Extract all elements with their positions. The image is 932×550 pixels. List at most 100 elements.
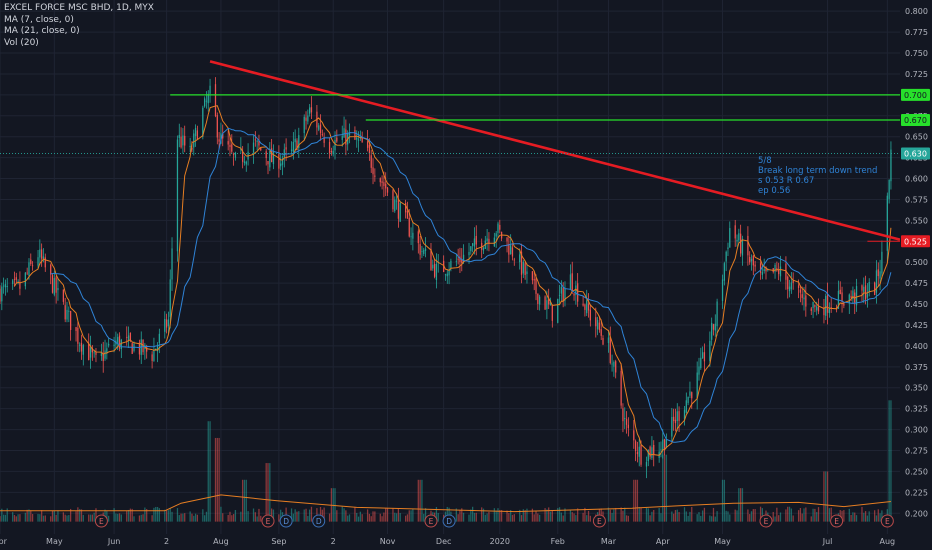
volume-bar [406, 514, 409, 522]
event-marker-circle [261, 514, 275, 528]
candle-body [455, 261, 457, 263]
chart-annotation-note[interactable]: 5/8 Break long term down trend s 0.53 R … [758, 156, 877, 196]
candle-body [37, 257, 39, 266]
volume-bar [13, 515, 16, 522]
volume-bar [524, 510, 526, 522]
volume-indicator-label[interactable]: Vol (20) [4, 37, 39, 48]
volume-bar [816, 512, 818, 522]
volume-bar [564, 508, 566, 522]
candle-body [138, 342, 141, 355]
candle-body [551, 304, 553, 321]
earnings-event-icon[interactable]: E [880, 514, 894, 528]
event-marker-label: E [885, 517, 890, 526]
candle-body [651, 447, 653, 459]
earnings-event-icon[interactable]: E [759, 514, 773, 528]
candle-body [738, 233, 740, 241]
candle-body [461, 258, 463, 263]
time-tick-label: Apr [0, 537, 8, 546]
volume-bar [423, 513, 425, 522]
candle-body [609, 336, 611, 363]
earnings-event-icon[interactable]: E [592, 514, 606, 528]
earnings-event-icon[interactable]: E [94, 514, 108, 528]
candle-body [776, 268, 778, 269]
candle-body [26, 272, 28, 274]
volume-bar [676, 509, 678, 522]
earnings-event-icon[interactable]: E [424, 514, 438, 528]
time-axis[interactable]: Apr May Jun 2 Aug Sep 2 Nov Dec 2020 Feb Mar Apr May J… [0, 537, 895, 546]
resistance-price-tag [901, 88, 930, 101]
candle-body [830, 307, 832, 309]
ma21-indicator-label[interactable]: MA (21, close, 0) [4, 26, 80, 36]
candle-body [126, 336, 128, 338]
volume-bar [660, 513, 662, 522]
earnings-event-icon[interactable]: E [261, 514, 275, 528]
candle-body [595, 317, 597, 327]
candle-body [69, 310, 72, 330]
candle-body [671, 417, 673, 437]
candle-body [537, 293, 539, 304]
candle-body [296, 140, 298, 151]
candle-body [691, 392, 693, 399]
volume-bar [169, 508, 171, 522]
volume-bar [53, 510, 55, 522]
candle-body [790, 282, 792, 290]
candle-body [412, 232, 414, 239]
candle-body [17, 280, 19, 282]
candle-body [890, 149, 892, 182]
candlesticks [0, 77, 892, 479]
candle-body [214, 84, 217, 116]
price-axis[interactable]: 0.8000.7750.7500.7250.7000.6750.6500.625… [900, 0, 932, 550]
candle-body [330, 150, 333, 153]
time-tick-label: 2 [331, 537, 336, 546]
volume-bar [55, 514, 57, 522]
candle-body [386, 187, 389, 193]
candle-body [189, 145, 191, 148]
candle-body [448, 270, 450, 276]
candle-body [394, 199, 396, 212]
candle-body [548, 298, 550, 305]
volume-bar [625, 515, 628, 522]
volume-bar [343, 508, 345, 522]
volume-bar [138, 515, 141, 522]
event-marker-circle [592, 514, 606, 528]
volume-bar [106, 511, 108, 522]
ma7-indicator-label[interactable]: MA (7, close, 0) [4, 14, 74, 25]
volume-bar [117, 513, 119, 522]
dividend-event-icon[interactable]: D [279, 514, 293, 528]
dividend-event-icon[interactable]: D [312, 514, 326, 528]
earnings-event-icon[interactable]: E [830, 514, 844, 528]
candle-body [747, 235, 749, 256]
candle-body [51, 275, 54, 293]
candle-body [562, 287, 564, 302]
volume-bar [156, 506, 159, 522]
candle-body [169, 279, 171, 317]
volume-bar [613, 509, 615, 522]
volume-bar [714, 516, 716, 522]
candle-body [41, 249, 43, 259]
volume-bar [841, 510, 843, 522]
volume-bar [486, 513, 488, 522]
candle-body [207, 94, 209, 104]
symbol-title[interactable]: EXCEL FORCE MSC BHD, 1D, MYX [4, 3, 154, 13]
candle-body [108, 343, 110, 346]
candle-body [687, 396, 689, 403]
price-tick-label: 0.200 [905, 509, 928, 518]
dividend-event-icon[interactable]: D [442, 514, 456, 528]
candle-body [305, 117, 307, 121]
candle-body [95, 352, 97, 355]
volume-bar [336, 510, 338, 522]
candle-body [424, 248, 427, 251]
candle-body [886, 195, 888, 251]
candle-body [191, 148, 193, 150]
last-price-label: 0.630 [904, 149, 927, 158]
volume-bar [356, 512, 358, 522]
candle-body [129, 332, 132, 341]
volume-bar [95, 508, 97, 522]
volume-bar [42, 515, 45, 522]
volume-bar [801, 513, 803, 522]
candle-body [560, 286, 563, 294]
volume-bar [57, 510, 59, 522]
candle-body [294, 138, 296, 143]
event-marker-circle [442, 514, 456, 528]
